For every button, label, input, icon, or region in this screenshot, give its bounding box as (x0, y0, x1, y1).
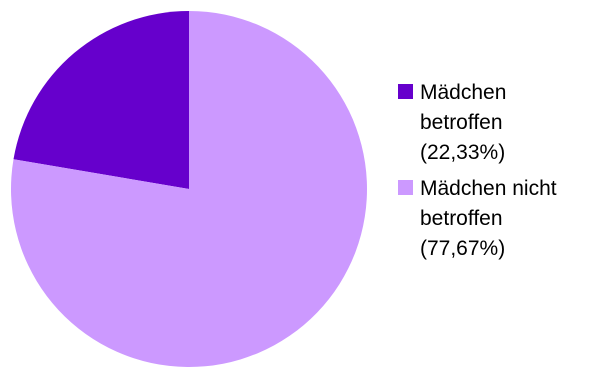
legend-label-line: Mädchen nicht (420, 177, 557, 200)
legend-item-maedchen-nicht-betroffen: Mädchen nicht betroffen (77,67%) (398, 174, 597, 264)
pie-slices (10, 11, 367, 367)
chart-legend: Mädchen betroffen (22,33%) Mädchen nicht… (398, 78, 597, 270)
legend-label-line: betroffen (420, 111, 503, 134)
legend-item-maedchen-betroffen: Mädchen betroffen (22,33%) (398, 78, 597, 168)
legend-label-line: (77,67%) (420, 237, 506, 260)
legend-swatch-maedchen-nicht-betroffen (398, 180, 413, 195)
legend-swatch-maedchen-betroffen (398, 84, 413, 99)
pie-slice-maedchen-nicht-betroffen (10, 11, 367, 367)
legend-label-line: Mädchen (420, 81, 507, 104)
legend-label-line: betroffen (420, 207, 503, 230)
legend-label-line: (22,33%) (420, 141, 506, 164)
legend-label-maedchen-betroffen: Mädchen betroffen (22,33%) (420, 78, 506, 168)
legend-label-maedchen-nicht-betroffen: Mädchen nicht betroffen (77,67%) (420, 174, 557, 264)
pie-slice-maedchen-betroffen (13, 11, 189, 189)
